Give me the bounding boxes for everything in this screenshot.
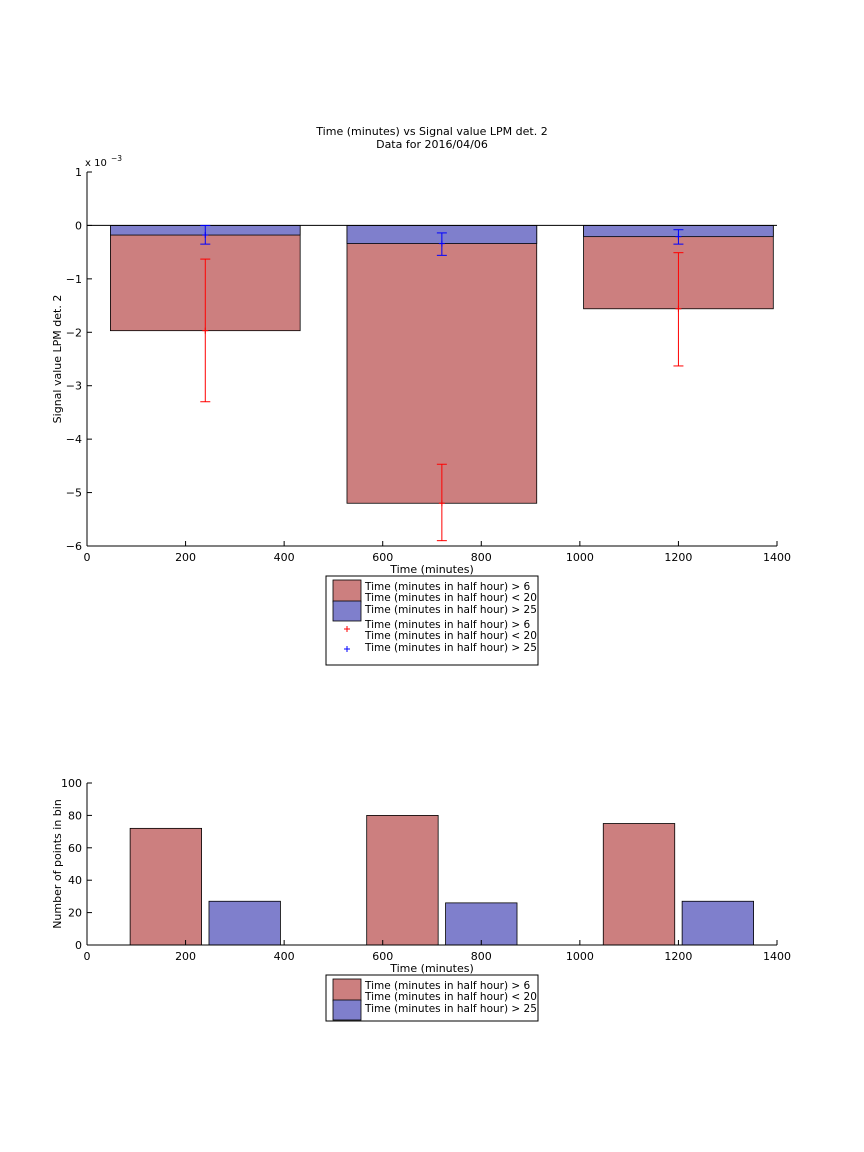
legend-patch bbox=[332, 978, 362, 1002]
y-tick-label: −2 bbox=[66, 326, 82, 339]
bar bbox=[681, 900, 754, 946]
x-tick-label: 0 bbox=[84, 950, 91, 963]
y-axis-label: Signal value LPM det. 2 bbox=[51, 295, 64, 424]
legend-label-line2: Time (minutes in half hour) < 20 bbox=[364, 991, 537, 1003]
y-tick-label: 20 bbox=[68, 907, 82, 920]
legend-label: Time (minutes in half hour) > 6 bbox=[364, 980, 531, 992]
y-tick-label: 0 bbox=[75, 939, 82, 952]
x-tick-label: 400 bbox=[274, 950, 295, 963]
x-tick-label: 0 bbox=[84, 551, 91, 564]
count-chart: 0 200 400 600 800 1000 1200 1400 0 20 40 60 80 100 Tim… bbox=[51, 777, 791, 975]
legend-label: Time (minutes in half hour) > 6 bbox=[364, 581, 531, 593]
x-tick-label: 600 bbox=[372, 551, 393, 564]
x-tick-label: 800 bbox=[471, 551, 492, 564]
x-tick-label: 800 bbox=[471, 950, 492, 963]
legend-patch bbox=[332, 999, 362, 1021]
x-axis-label: Time (minutes) bbox=[389, 962, 474, 975]
legend-patch bbox=[332, 579, 362, 603]
y-tick-label: 1 bbox=[75, 166, 82, 179]
y-tick-label: 80 bbox=[68, 809, 82, 822]
y-exponent-label: x 10 bbox=[85, 158, 107, 169]
x-axis-label: Time (minutes) bbox=[389, 563, 474, 576]
y-axis-label: Number of points in bin bbox=[51, 799, 64, 929]
bar bbox=[366, 815, 439, 946]
y-tick-label: 40 bbox=[68, 874, 82, 887]
legend-label-line2: Time (minutes in half hour) < 20 bbox=[364, 592, 537, 604]
x-tick-label: 200 bbox=[175, 950, 196, 963]
y-tick-label: 60 bbox=[68, 842, 82, 855]
figure-title-line2: Data for 2016/04/06 bbox=[376, 138, 488, 151]
y-tick-label: 0 bbox=[75, 219, 82, 232]
legend-label: Time (minutes in half hour) > 25 bbox=[364, 642, 537, 654]
x-tick-label: 1200 bbox=[664, 950, 692, 963]
x-tick-label: 600 bbox=[372, 950, 393, 963]
x-tick-label: 1000 bbox=[566, 551, 594, 564]
y-tick-label: −1 bbox=[66, 273, 82, 286]
x-tick-label: 200 bbox=[175, 551, 196, 564]
bar bbox=[208, 900, 281, 946]
bar bbox=[602, 823, 676, 946]
legend-label-line2: Time (minutes in half hour) < 20 bbox=[364, 630, 537, 642]
y-tick-label: −6 bbox=[66, 540, 82, 553]
x-tick-label: 400 bbox=[274, 551, 295, 564]
bar bbox=[129, 827, 202, 946]
y-tick-label: −4 bbox=[66, 433, 82, 446]
bar bbox=[445, 902, 518, 946]
legend-patch bbox=[332, 600, 362, 622]
legend-label: Time (minutes in half hour) > 25 bbox=[364, 1003, 537, 1015]
bar bbox=[346, 225, 538, 504]
signal-chart: 0 200 400 600 800 1000 1200 1400 1 0 −1 −2 −3 −4 −5 −6 T… bbox=[51, 154, 791, 576]
x-tick-label: 1200 bbox=[664, 551, 692, 564]
y-tick-label: 100 bbox=[61, 777, 82, 790]
y-tick-label: −3 bbox=[66, 380, 82, 393]
y-tick-label: −5 bbox=[66, 487, 82, 500]
x-tick-label: 1000 bbox=[566, 950, 594, 963]
x-tick-label: 1400 bbox=[763, 950, 791, 963]
legend-label: Time (minutes in half hour) > 6 bbox=[364, 619, 531, 631]
y-exponent-power: −3 bbox=[111, 154, 122, 163]
figure-title-line1: Time (minutes) vs Signal value LPM det. … bbox=[315, 125, 547, 138]
legend-label: Time (minutes in half hour) > 25 bbox=[364, 604, 537, 616]
x-tick-label: 1400 bbox=[763, 551, 791, 564]
